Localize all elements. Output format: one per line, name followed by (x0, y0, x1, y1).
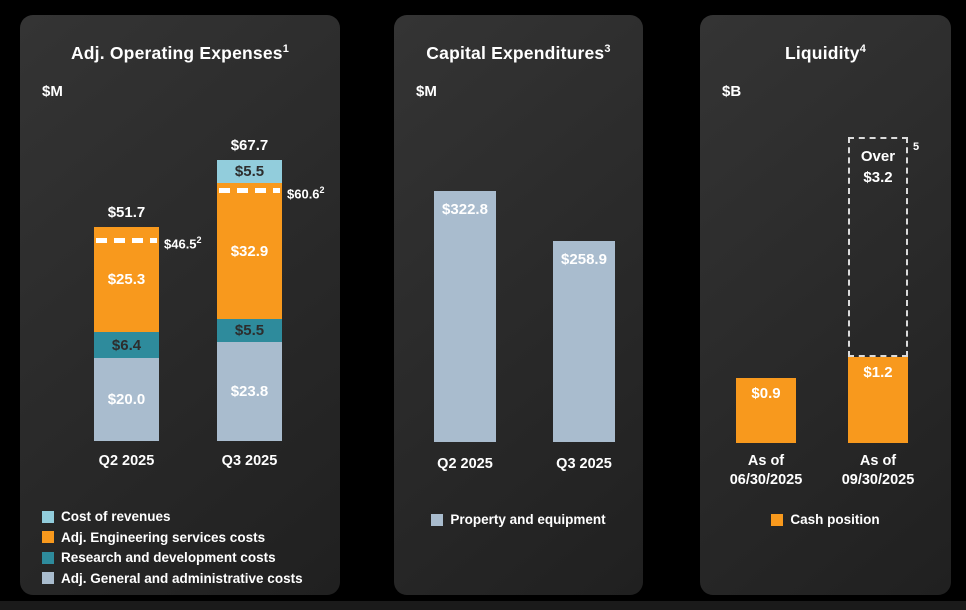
bar-total-label: $67.7 (230, 137, 269, 154)
legend-swatch (771, 513, 784, 526)
chart-title-adj-operating-expenses: Adj. Operating Expenses1 (20, 43, 340, 64)
bar-segment-research-and-development-costs: $6.4 (94, 332, 159, 358)
legend-label: Adj. General and administrative costs (61, 570, 303, 586)
projection-box-label-line: $3.2 (863, 169, 893, 186)
segment-value-label: $6.4 (111, 336, 142, 354)
chart-title-text: Capital Expenditures (426, 43, 605, 63)
target-line-value: $60.6 (287, 186, 320, 202)
legend-swatch (42, 510, 54, 523)
unit-label-millions: $M (42, 83, 63, 100)
bar-value-label: $1.2 (863, 364, 893, 381)
bar-segment-adj-engineering-services-costs: $25.3 (94, 227, 159, 332)
target-dashed-line (219, 188, 280, 193)
target-line-value: $46.5 (164, 236, 197, 252)
category-label-line: 09/30/2025 (841, 472, 915, 488)
target-line-label: $46.52 (164, 232, 202, 252)
legend-item-cash-position: Cash position (700, 512, 951, 527)
bar-value-label: $258.9 (561, 251, 607, 268)
legend-item-cost-of-revenues: Cost of revenues (42, 509, 171, 524)
legend-item-property-and-equipment: Property and equipment (394, 512, 643, 527)
category-label: Q3 2025 (524, 455, 644, 474)
plot-area-liquidity: $0.9 $1.2 Over $3.2 5 As of 06/30/2025 As of 09/… (700, 15, 951, 595)
category-label-line: As of (747, 453, 785, 469)
bar-segment-adj-general-and-administrative-costs: $20.0 (94, 358, 159, 441)
segment-value-label: $32.9 (230, 242, 269, 260)
chart-title-footnote-marker: 1 (282, 43, 290, 56)
projection-dashed-box: Over $3.2 (848, 137, 908, 357)
bar-segment-adj-general-and-administrative-costs: $23.8 (217, 342, 282, 441)
legend-label: Research and development costs (61, 550, 276, 565)
chart-title-capital-expenditures: Capital Expenditures3 (394, 43, 643, 64)
bar-total-label: $51.7 (107, 204, 146, 221)
chart-title-footnote-marker: 3 (604, 43, 611, 56)
category-label: As of 06/30/2025 (706, 452, 826, 490)
target-line-footnote-marker: 2 (319, 185, 325, 195)
bar-cash-position: $1.2 (848, 357, 908, 443)
category-label-line: Q3 2025 (556, 456, 612, 472)
plot-area-capital-expenditures: $322.8 $258.9 Q2 2025 Q3 2025 Property and e… (394, 15, 643, 595)
segment-value-label: $5.5 (234, 322, 265, 339)
unit-label-millions: $M (416, 83, 437, 100)
legend-swatch (431, 513, 444, 526)
segment-value-label: $20.0 (107, 391, 146, 408)
projection-box-footnote-marker: 5 (913, 141, 920, 153)
legend-label: Property and equipment (450, 512, 606, 527)
panel-liquidity: Liquidity4 $B $0.9 $1.2 Over $3.2 5 As of 06/3… (700, 15, 951, 595)
chart-title-text: Adj. Operating Expenses (70, 43, 283, 63)
category-label: As of 09/30/2025 (818, 452, 938, 490)
bar-value-label: $0.9 (751, 385, 781, 402)
segment-value-label: $5.5 (234, 163, 265, 180)
projection-box-label-line: Over (860, 148, 896, 165)
category-label-line: 06/30/2025 (729, 472, 803, 488)
category-label-line: Q3 2025 (221, 453, 278, 469)
bar-segment-adj-engineering-services-costs: $32.9 (217, 183, 282, 319)
bar-cash-position: $0.9 (736, 378, 796, 443)
legend-label: Cost of revenues (61, 509, 171, 524)
bar-segment-cost-of-revenues: $5.5 (217, 160, 282, 183)
legend-label: Adj. Engineering services costs (61, 529, 266, 545)
legend-swatch (42, 572, 54, 584)
target-line-label: $60.62 (287, 182, 325, 202)
legend-item-adj-engineering-services-costs: Adj. Engineering services costs (42, 530, 265, 545)
category-label: Q2 2025 (405, 455, 525, 474)
bar-property-and-equipment: $322.8 (434, 191, 496, 442)
legend-item-adj-general-and-administrative-costs: Adj. General and administrative costs (42, 571, 303, 586)
bar-value-label: $322.8 (442, 201, 488, 218)
panel-capital-expenditures: Capital Expenditures3 $M $322.8 $258.9 Q2 … (394, 15, 643, 595)
target-line-footnote-marker: 2 (196, 235, 202, 245)
target-dashed-line (96, 238, 157, 243)
category-label-line: As of (859, 453, 897, 469)
chart-title-footnote-marker: 4 (859, 43, 867, 56)
next-section-edge-strip (0, 601, 966, 610)
chart-title-liquidity: Liquidity4 (700, 43, 951, 64)
bar-segment-research-and-development-costs: $5.5 (217, 319, 282, 342)
segment-value-label: $25.3 (107, 271, 146, 288)
chart-title-text: Liquidity (784, 43, 860, 63)
panel-adj-operating-expenses: Adj. Operating Expenses1 $M $20.0 $6.4 $25… (20, 15, 340, 595)
legend-swatch (42, 551, 54, 564)
category-label: Q3 2025 (190, 452, 310, 471)
unit-label-billions: $B (722, 83, 742, 100)
category-label-line: Q2 2025 (437, 456, 493, 472)
legend-swatch (42, 531, 54, 543)
bar-property-and-equipment: $258.9 (553, 241, 615, 442)
category-label-line: Q2 2025 (98, 453, 155, 469)
category-label: Q2 2025 (67, 452, 187, 471)
legend-label: Cash position (790, 512, 880, 527)
legend-item-research-and-development-costs: Research and development costs (42, 550, 276, 565)
plot-area-operating-expenses: $20.0 $6.4 $25.3 $51.7 $23.8 $5.5 $32.9 $5.5 $67… (20, 15, 340, 595)
segment-value-label: $23.8 (230, 383, 269, 400)
